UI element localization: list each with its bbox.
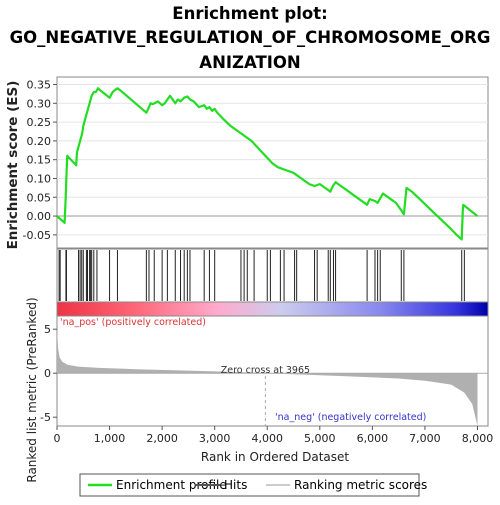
es-y-tick-label: 0.20	[27, 135, 52, 148]
legend-label: Enrichment profile	[116, 478, 227, 492]
ranking-color-bar	[56, 301, 489, 317]
enrichment-profile-line	[56, 87, 479, 241]
positive-correlation-label: 'na_pos' (positively correlated)	[60, 317, 206, 328]
es-y-tick-label: 0.25	[27, 116, 52, 129]
x-axis-label: Rank in Ordered Dataset	[201, 450, 349, 464]
legend-label: Ranking metric scores	[294, 478, 427, 492]
rank-y-tick-label: 5	[44, 323, 51, 336]
ranking-metric-area	[57, 327, 478, 426]
rank-y-ticks: 5 0 -5	[40, 323, 57, 424]
rank-y-axis-label: Ranked list metric (PreRanked)	[25, 297, 39, 482]
es-y-tick-label: 0.10	[27, 172, 52, 185]
es-y-tick-label: -0.05	[23, 229, 51, 242]
x-tick-label: 5,000	[304, 432, 336, 445]
chart-title-line-2: GO_NEGATIVE_REGULATION_OF_CHROMOSOME_ORG	[10, 28, 491, 47]
x-tick-label: 2,000	[146, 432, 178, 445]
x-tick-label: 0	[54, 432, 61, 445]
es-y-tick-label: 0.35	[27, 79, 52, 92]
hits-panel-frame	[56, 248, 489, 303]
es-y-axis-label: Enrichment score (ES)	[5, 81, 21, 250]
es-y-tick-label: 0.15	[27, 154, 52, 167]
x-axis-ticks: 0 1,000 2,000 3,000 4,000 5,000 6,000 7,000 8,00…	[54, 426, 494, 445]
chart-title-line-1: Enrichment plot:	[172, 4, 327, 23]
x-tick-label: 1,000	[94, 432, 126, 445]
es-y-tick-label: 0.05	[27, 191, 52, 204]
x-tick-label: 6,000	[357, 432, 389, 445]
zero-cross-label: Zero cross at 3965	[221, 365, 310, 376]
es-grid	[57, 84, 488, 236]
es-y-tick-label: 0.00	[27, 210, 52, 223]
hits-marks	[58, 250, 465, 301]
chart-title-line-3: ANIZATION	[199, 53, 300, 72]
rank-y-tick-label: -5	[40, 411, 51, 424]
legend-box	[79, 473, 420, 497]
es-y-tick-label: 0.30	[27, 97, 52, 110]
negative-correlation-label: 'na_neg' (negatively correlated)	[275, 412, 426, 423]
x-tick-label: 3,000	[199, 432, 231, 445]
legend-label: Hits	[224, 478, 247, 492]
es-y-ticks: 0.35 0.30 0.25 0.20 0.15 0.10 0.05 0.00 -0.05	[23, 79, 57, 242]
x-tick-label: 7,000	[409, 432, 441, 445]
rank-y-tick-label: 0	[44, 367, 51, 380]
x-tick-label: 8,000	[462, 432, 494, 445]
x-tick-label: 4,000	[251, 432, 283, 445]
